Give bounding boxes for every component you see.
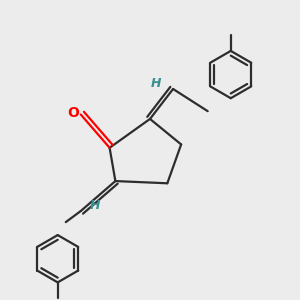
Text: O: O — [68, 106, 80, 120]
Text: H: H — [151, 77, 161, 90]
Text: H: H — [90, 199, 101, 212]
